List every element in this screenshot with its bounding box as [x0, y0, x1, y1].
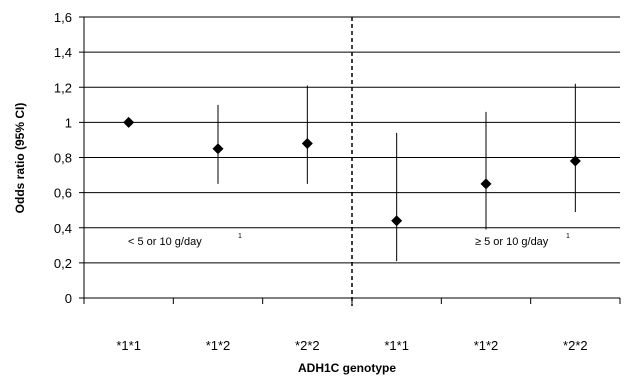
data-point-marker [301, 137, 313, 149]
x-tick-label: *1*2 [474, 338, 499, 353]
y-tick-labels: 0 0,2 0,4 0,6 0,8 1 1,2 1,4 1,6 [54, 10, 72, 306]
data-point-marker [480, 178, 492, 190]
x-tick-label: *1*1 [116, 338, 141, 353]
y-axis-title: Odds ratio (95% CI) [13, 103, 27, 214]
group-label-right-sup: 1 [566, 233, 570, 240]
data-points [123, 83, 581, 262]
group-label-left-sup: 1 [238, 233, 242, 240]
group-label-right-text: ≥ 5 or 10 g/day [475, 236, 549, 248]
x-tick-label: *2*2 [563, 338, 588, 353]
y-tick-label: 0 [65, 291, 72, 306]
data-point-marker [569, 155, 581, 167]
group-label-left-text: < 5 or 10 g/day [128, 236, 202, 248]
x-tick-label: *1*1 [384, 338, 409, 353]
y-tick-label: 0,6 [54, 186, 72, 201]
x-tick-label: *2*2 [295, 338, 320, 353]
data-point-marker [212, 143, 224, 155]
group-label-left: < 5 or 10 g/day 1 [128, 233, 242, 248]
x-axis-title: ADH1C genotype [298, 361, 396, 375]
group-label-right: ≥ 5 or 10 g/day 1 [475, 233, 570, 248]
y-tick-label: 1,2 [54, 80, 72, 95]
x-tick-labels: *1*1 *1*2 *2*2 *1*1 *1*2 *2*2 [116, 338, 587, 353]
y-tick-label: 1,6 [54, 10, 72, 25]
y-tick-label: 1,4 [54, 45, 72, 60]
y-tick-label: 0,8 [54, 151, 72, 166]
data-point-marker [391, 215, 403, 227]
x-tick-label: *1*2 [206, 338, 231, 353]
data-point-marker [123, 116, 135, 128]
y-tick-label: 0,2 [54, 256, 72, 271]
gridlines [79, 16, 620, 299]
y-tick-label: 1 [65, 115, 72, 130]
y-tick-label: 0,4 [54, 221, 72, 236]
